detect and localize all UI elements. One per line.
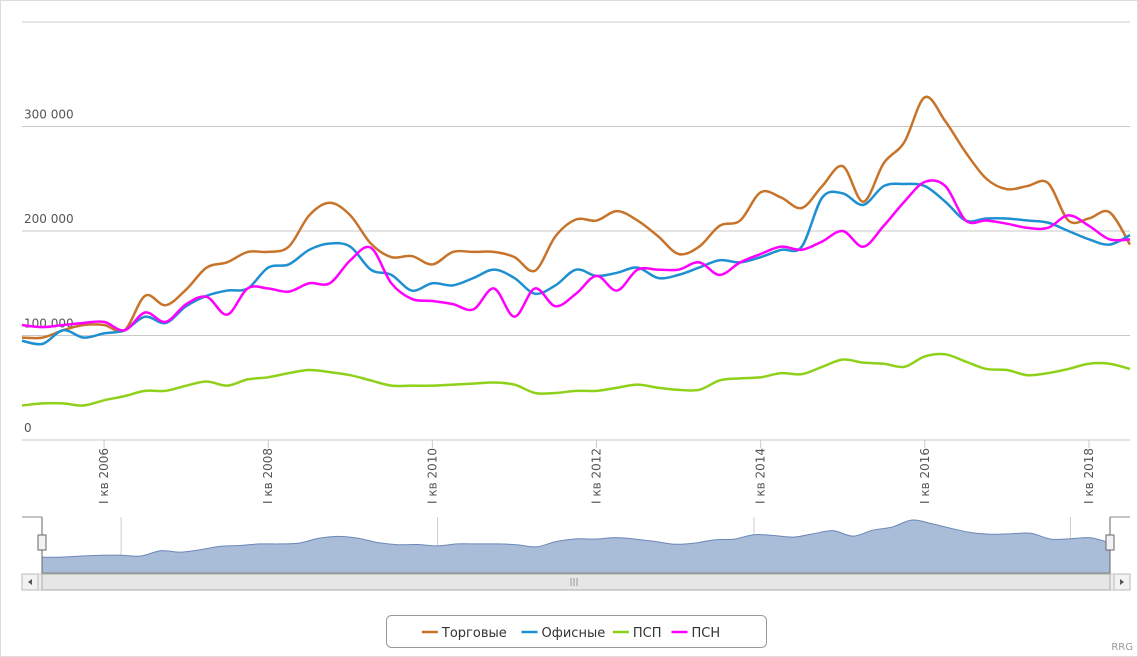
x-tick-label: I кв 2016 [918,448,932,504]
series-line [21,95,1132,340]
legend-label: Офисные [542,626,606,641]
series-line [21,352,1131,407]
x-tick-label: I кв 2012 [590,448,604,504]
y-tick-label: 0 [24,421,32,435]
x-tick-label: I кв 2014 [754,448,768,504]
scrollbar-grip [570,578,578,586]
navigator[interactable]: 2006201020142018 [22,516,1130,574]
navigator-area [41,519,1111,574]
y-tick-label: 300 000 [24,108,74,122]
y-tick-label: 200 000 [24,212,74,226]
arrow-right [1120,579,1124,585]
x-tick-label: I кв 2010 [425,448,439,504]
navigator-outline [22,516,1130,574]
legend-box [386,615,767,648]
legend-label: Торговые [441,626,507,641]
legend-item[interactable]: ПСН [671,626,721,641]
x-tick-label: I кв 2008 [261,448,275,504]
navigator-left-handle[interactable] [37,534,47,551]
x-tick-label: I кв 2006 [97,448,111,504]
scrollbar[interactable] [21,573,1131,591]
series-line [21,179,1131,332]
legend-label: ПСП [633,626,662,641]
credits[interactable]: RRG [1111,642,1133,653]
legend-item[interactable]: Офисные [521,626,606,641]
arrow-left [28,579,32,585]
legend-item[interactable]: ПСП [612,626,662,641]
scrollbar-thumb[interactable] [41,573,1111,591]
x-tick-label: I кв 2018 [1082,448,1096,504]
legend-item[interactable]: Торговые [421,626,507,641]
legend-label: ПСН [692,626,721,641]
navigator-right-handle[interactable] [1105,534,1115,551]
